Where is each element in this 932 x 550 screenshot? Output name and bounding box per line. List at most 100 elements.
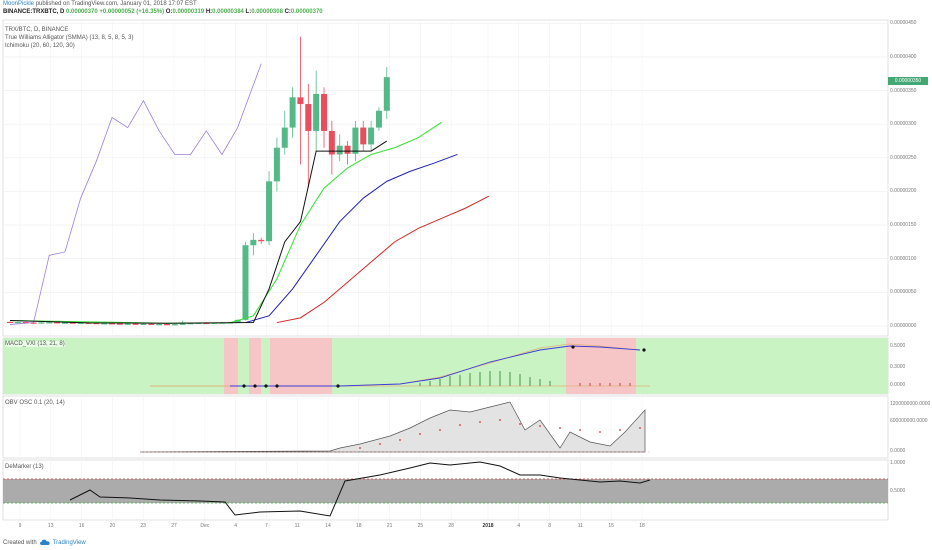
macd-bg-red — [224, 338, 238, 394]
candle-body — [297, 97, 304, 105]
obv-y-tick: 0.0000 — [890, 448, 906, 454]
x-tick-label: 4 — [517, 523, 521, 529]
candle-body — [344, 145, 351, 154]
obv-signal-dot — [579, 429, 581, 431]
macd-bg-green — [3, 338, 888, 394]
candle-body — [336, 145, 343, 155]
candle-body — [156, 324, 163, 326]
y-tick-label: 0.00000150 — [890, 222, 917, 229]
demarker-title: DeMarker (13) — [5, 464, 44, 470]
demarker-y-tick: 1.0000 — [890, 460, 906, 466]
macd-bg-red — [249, 338, 261, 394]
x-tick-label: 11 — [294, 523, 300, 529]
x-tick-label: 18 — [639, 523, 645, 529]
obv-signal-dot — [479, 421, 481, 423]
macd-cross-dot — [264, 384, 268, 388]
candle-body — [266, 181, 273, 242]
candle-body — [164, 324, 170, 326]
demarker-line — [69, 461, 651, 517]
y-tick-label: 0.00000400 — [890, 53, 917, 60]
macd-cross-dot — [242, 384, 246, 388]
y-tick-label: 0.00000450 — [890, 20, 917, 27]
macd-bg-green — [636, 338, 650, 394]
x-tick-label: 7 — [265, 523, 268, 529]
candle-body — [242, 245, 249, 320]
alligator-jaw-line — [276, 195, 490, 324]
symbol-label: BINANCE:TRXBTC, D — [3, 9, 65, 15]
x-tick-label: 9 — [18, 523, 22, 529]
macd-cross-dot — [642, 348, 646, 352]
macd-y-tick: 0.5000 — [890, 343, 906, 349]
legend-alligator: True Williams Alligator (SMMA) (13, 8, 5… — [5, 35, 134, 41]
legend-ichimoku: Ichimoku (20, 60, 120, 30) — [5, 43, 75, 49]
candle-body — [273, 147, 280, 182]
ohlc-high: 0.00000384 — [212, 9, 244, 15]
candle-body — [313, 93, 320, 131]
demarker-y-tick: 0.5000 — [890, 488, 906, 494]
macd-cross-dot — [571, 345, 575, 349]
price-change: +0.00000052 (+16.35%) — [99, 9, 165, 15]
x-tick-label: Dec — [200, 523, 210, 529]
x-tick-label: 2018 — [482, 523, 494, 529]
obv-signal-dot — [439, 429, 441, 431]
x-tick-label: 20 — [109, 523, 116, 529]
obv-signal-dot — [619, 429, 621, 431]
candle-body — [116, 323, 123, 325]
author-link[interactable]: MoonPickle — [3, 1, 35, 7]
candle-body — [7, 321, 13, 324]
macd-y-tick: 0.3000 — [890, 364, 906, 370]
candle-body — [281, 127, 288, 148]
candle-body — [54, 322, 61, 324]
obv-signal-dot — [459, 424, 461, 426]
footer: Created with TradingView — [3, 539, 86, 546]
candle-body — [140, 323, 147, 325]
candle-body — [30, 322, 37, 324]
candle-body — [250, 239, 257, 246]
candle-body — [360, 127, 367, 145]
y-tick-label: 0.00000300 — [890, 121, 917, 128]
candles-group — [7, 36, 390, 326]
ichimoku-lagging-span — [9, 63, 262, 325]
candle-body — [22, 322, 29, 324]
x-tick-label: 18 — [356, 523, 362, 529]
candle-body — [328, 130, 335, 155]
candle-body — [69, 322, 76, 324]
candle-body — [258, 239, 265, 242]
candle-body — [375, 110, 382, 128]
macd-cross-dot — [336, 384, 340, 388]
candle-body — [383, 77, 390, 111]
obv-y-tick: 1200000000.0000 — [890, 401, 931, 407]
header-line-1: MoonPickle published on TradingView.com,… — [3, 1, 197, 7]
x-tick-label: 14 — [325, 523, 331, 529]
ohlc-close: 0.00000370 — [290, 9, 323, 15]
candle-body — [93, 322, 100, 325]
candle-body — [38, 322, 45, 324]
candle-body — [46, 322, 53, 324]
x-tick-label: 8 — [548, 523, 551, 529]
main-pane-frame — [2, 19, 889, 337]
macd-line — [230, 345, 641, 387]
x-tick-label: 16 — [78, 523, 85, 529]
candle-body — [124, 323, 131, 325]
macd-bg-red — [270, 338, 332, 394]
macd-cross-dot — [253, 384, 257, 388]
candle-body — [368, 127, 375, 145]
obv-signal-dot — [599, 431, 601, 433]
x-tick-label: 15 — [608, 523, 614, 529]
x-tick-label: 25 — [417, 523, 424, 529]
y-tick-label: 0.00000050 — [890, 289, 917, 296]
candle-body — [234, 319, 241, 323]
footer-brand[interactable]: TradingView — [52, 539, 86, 546]
candle-body — [148, 323, 155, 325]
candle-body — [171, 324, 178, 326]
x-tick-label: 28 — [448, 523, 454, 529]
tradingview-cloud-icon — [39, 539, 50, 545]
candle-body — [132, 323, 139, 325]
obv-signal-dot — [639, 427, 641, 429]
x-tick-label: 4 — [234, 523, 237, 529]
candle-body — [61, 322, 68, 324]
x-tick-label: 21 — [386, 523, 393, 529]
y-tick-label: 0.00000250 — [890, 154, 917, 161]
y-tick-label: 0.00000200 — [890, 188, 917, 195]
